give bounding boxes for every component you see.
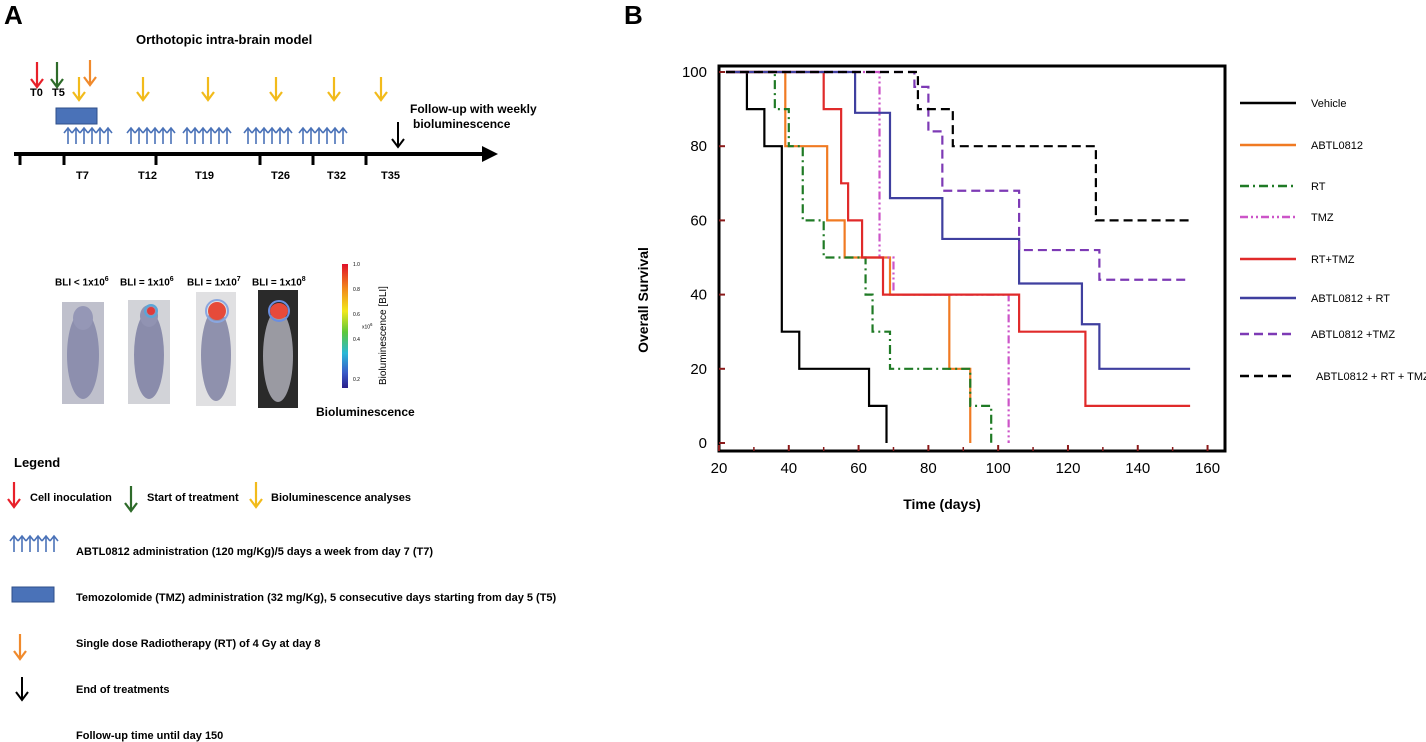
legend-title: Legend bbox=[14, 455, 61, 470]
bli-color-scale bbox=[342, 264, 348, 388]
timeline-axis bbox=[14, 146, 498, 165]
label-t32: T32 bbox=[327, 170, 346, 182]
bli-label-4: BLI = 1x108 bbox=[252, 276, 306, 289]
legend-label-6: ABTL0812 + RT bbox=[1311, 293, 1390, 305]
panel-a-letter: A bbox=[4, 0, 23, 30]
label-t12: T12 bbox=[138, 170, 157, 182]
scale-tick-4: 0.4 bbox=[353, 337, 360, 343]
bli-label-2: BLI = 1x106 bbox=[120, 276, 174, 289]
label-t7: T7 bbox=[76, 170, 89, 182]
legend-orange-arrow-icon bbox=[13, 634, 27, 661]
x-axis-label: Time (days) bbox=[903, 496, 981, 512]
scale-tick-2: 0.8 bbox=[353, 287, 360, 293]
end-of-treatment-arrow-icon bbox=[391, 122, 405, 149]
legend-follow: Follow-up time until day 150 bbox=[76, 730, 224, 742]
legend-end: End of treatments bbox=[76, 684, 170, 696]
label-t0: T0 bbox=[30, 87, 43, 99]
legend-green-arrow-icon bbox=[124, 486, 138, 513]
mouse-image-1 bbox=[62, 302, 104, 404]
bli-label-3: BLI = 1x107 bbox=[187, 276, 241, 289]
y-tick-label: 20 bbox=[690, 361, 707, 378]
x-tick-label: 60 bbox=[850, 460, 867, 477]
legend-tmz: Temozolomide (TMZ) administration (32 mg… bbox=[76, 592, 557, 604]
legend-start-treatment: Start of treatment bbox=[147, 492, 239, 504]
cell-inoculation-arrow-icon bbox=[30, 62, 44, 89]
y-tick-label: 40 bbox=[690, 287, 707, 304]
label-t19: T19 bbox=[195, 170, 214, 182]
x-tick-label: 140 bbox=[1125, 460, 1150, 477]
legend-yellow-arrow-icon bbox=[249, 482, 263, 509]
x-tick-label: 20 bbox=[711, 460, 728, 477]
label-t26: T26 bbox=[271, 170, 290, 182]
bioluminescence-arrow-icon bbox=[72, 77, 388, 102]
follow-up-line-2: bioluminescence bbox=[413, 117, 511, 131]
x-tick-label: 100 bbox=[986, 460, 1011, 477]
series-line-5 bbox=[725, 70, 1191, 407]
legend-label-8: ABTL0812 + RT + TMZ bbox=[1316, 371, 1426, 383]
bli-label-1: BLI < 1x106 bbox=[55, 276, 109, 289]
mouse-image-4 bbox=[258, 290, 298, 408]
legend-label-4: TMZ bbox=[1311, 212, 1334, 224]
legend-label-1: Vehicle bbox=[1311, 98, 1346, 110]
scale-tick-3: 0.6 bbox=[353, 312, 360, 318]
series-line-1 bbox=[725, 70, 888, 443]
x-tick-label: 120 bbox=[1055, 460, 1080, 477]
x-tick-label: 40 bbox=[780, 460, 797, 477]
label-t5: T5 bbox=[52, 87, 65, 99]
y-tick-label: 100 bbox=[682, 64, 707, 81]
model-title: Orthotopic intra-brain model bbox=[136, 32, 313, 47]
x-tick-label: 80 bbox=[920, 460, 937, 477]
y-tick-label: 60 bbox=[690, 212, 707, 229]
radiotherapy-arrow-icon bbox=[83, 60, 97, 87]
series-line-3 bbox=[725, 70, 993, 443]
y-tick-label: 80 bbox=[690, 138, 707, 155]
plot-frame bbox=[717, 64, 1227, 453]
mouse-image-2 bbox=[128, 300, 170, 404]
legend-rt: Single dose Radiotherapy (RT) of 4 Gy at… bbox=[76, 638, 321, 650]
y-axis-label: Overall Survival bbox=[635, 247, 651, 353]
legend-cell-inoculation: Cell inoculation bbox=[30, 492, 112, 504]
legend-tmz-bar bbox=[11, 586, 55, 603]
x-tick-label: 160 bbox=[1195, 460, 1220, 477]
series-line-7 bbox=[725, 70, 1191, 281]
panel-b-letter: B bbox=[624, 0, 643, 30]
label-t35: T35 bbox=[381, 170, 400, 182]
scale-caption: Bioluminescence bbox=[316, 405, 415, 419]
series-line-8 bbox=[725, 70, 1191, 222]
legend-label-7: ABTL0812 +TMZ bbox=[1311, 329, 1395, 341]
follow-up-line-1: Follow-up with weekly bbox=[410, 102, 537, 116]
series-line-6 bbox=[725, 70, 1191, 370]
legend-bioluminescence: Bioluminescence analyses bbox=[271, 492, 412, 504]
legend-black-arrow-icon bbox=[15, 677, 29, 702]
y-tick-label: 0 bbox=[699, 435, 707, 452]
legend-label-2: ABTL0812 bbox=[1311, 140, 1363, 152]
start-treatment-arrow-icon bbox=[50, 62, 64, 89]
scale-multiplier: x106 bbox=[362, 322, 373, 331]
legend-red-arrow-icon bbox=[7, 482, 21, 509]
scale-tick-1: 1.0 bbox=[353, 262, 360, 268]
legend-label-3: RT bbox=[1311, 181, 1326, 193]
mouse-image-3 bbox=[196, 292, 236, 406]
tmz-bar bbox=[55, 107, 98, 125]
legend-abtl: ABTL0812 administration (120 mg/Kg)/5 da… bbox=[76, 546, 433, 558]
scale-tick-5: 0.2 bbox=[353, 377, 360, 383]
legend-label-5: RT+TMZ bbox=[1311, 254, 1355, 266]
